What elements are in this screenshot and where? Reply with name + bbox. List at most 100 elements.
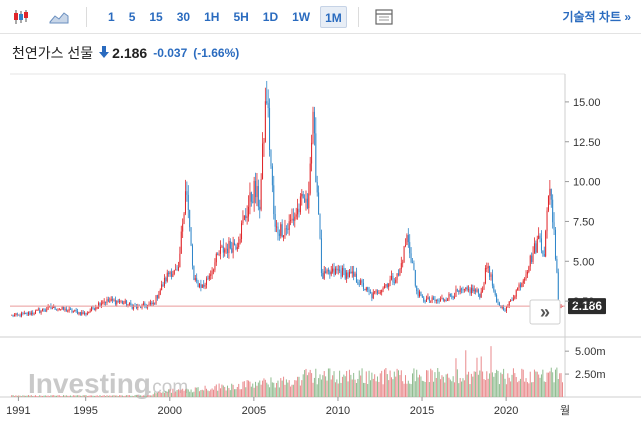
volume-bar (245, 387, 247, 397)
volume-bar (306, 375, 308, 397)
candle-body (39, 309, 41, 313)
candle-body (529, 255, 531, 267)
volume-bar (162, 391, 164, 397)
x-tick-label: 2015 (410, 405, 434, 417)
volume-bar (269, 387, 271, 397)
timeframe-15[interactable]: 15 (149, 9, 163, 24)
candle-body (494, 290, 496, 295)
candle-body (539, 235, 541, 239)
volume-bar (220, 388, 222, 397)
candle-body (252, 201, 254, 203)
timeframe-5h[interactable]: 5H (233, 9, 249, 24)
candle-body (549, 188, 551, 196)
volume-bar (473, 371, 475, 397)
x-tick-label: 1995 (73, 405, 97, 417)
candle-body (217, 253, 219, 255)
volume-bar (100, 395, 102, 397)
volume-bar (257, 382, 259, 397)
candle-body (355, 273, 357, 283)
volume-bar (529, 371, 531, 397)
volume-bar (389, 370, 391, 397)
candle-body (477, 289, 479, 294)
volume-bar (440, 379, 442, 397)
candle-body (414, 270, 416, 286)
candle-body (486, 267, 488, 269)
volume-bar (472, 376, 474, 397)
volume-bar (172, 388, 174, 397)
volume-bar (320, 379, 322, 397)
investing-watermark-suffix: .com (147, 377, 188, 398)
volume-bar (553, 382, 555, 397)
volume-bar (184, 389, 186, 397)
volume-bar (204, 385, 206, 397)
volume-bar (413, 368, 415, 397)
candle-body (276, 226, 278, 228)
timeframe-1[interactable]: 1 (108, 9, 115, 24)
volume-bar (475, 371, 477, 397)
candle-body (434, 299, 436, 301)
y-tick-label: 10.00 (573, 177, 601, 189)
technical-chart-link[interactable]: 기술적 차트 » (562, 10, 631, 24)
layout-icon[interactable] (371, 4, 397, 30)
volume-bar (479, 370, 481, 397)
candle-body (214, 262, 216, 271)
candle-body (92, 307, 94, 309)
volume-bar (214, 386, 216, 397)
candle-body (354, 273, 356, 277)
volume-bar (292, 384, 294, 397)
candle-body (110, 298, 112, 301)
candle-body (315, 133, 317, 183)
candle-body (459, 288, 461, 292)
volume-bar (37, 396, 39, 397)
volume-bar (203, 390, 205, 397)
timeframe-1d[interactable]: 1D (262, 9, 279, 24)
timeframe-1h[interactable]: 1H (204, 9, 220, 24)
volume-bar (339, 370, 341, 397)
volume-bar (490, 346, 492, 397)
volume-bar (82, 395, 84, 397)
volume-bar (535, 371, 537, 397)
area-chart-icon[interactable] (46, 4, 72, 30)
candle-body (301, 193, 303, 197)
volume-bar (263, 378, 265, 397)
volume-bar (193, 391, 195, 397)
volume-bar (517, 382, 519, 397)
volume-bar (536, 371, 538, 397)
volume-bar (354, 379, 356, 397)
candle-body (489, 266, 491, 277)
volume-bar (98, 396, 100, 397)
candle-body (390, 275, 392, 280)
volume-bar (455, 358, 457, 397)
volume-bar (128, 395, 130, 397)
candle-body (187, 194, 189, 211)
volume-bar (262, 380, 264, 397)
candle-body (231, 248, 233, 253)
candle-body (183, 213, 185, 224)
volume-bar (364, 383, 366, 397)
scroll-right-button[interactable]: » (529, 299, 561, 325)
volume-bar (107, 395, 109, 397)
candlestick-chart-icon[interactable] (8, 4, 34, 30)
candle-body (203, 284, 205, 287)
candle-body (319, 214, 321, 239)
timeframe-1m[interactable]: 1M (320, 5, 347, 28)
candle-body (463, 288, 465, 291)
volume-bar (267, 384, 269, 397)
candle-body (306, 198, 308, 209)
candle-body (12, 314, 14, 317)
timeframe-1w[interactable]: 1W (292, 9, 311, 24)
volume-bar (264, 379, 266, 397)
candle-body (518, 284, 520, 288)
volume-bar (166, 392, 168, 397)
candle-body (493, 285, 495, 291)
candle-body (389, 279, 391, 284)
timeframe-30[interactable]: 30 (176, 9, 191, 24)
volume-bar (414, 381, 416, 397)
candle-body (454, 296, 456, 299)
candle-body (218, 253, 220, 255)
volume-bar (532, 382, 534, 397)
volume-bar (552, 372, 554, 397)
volume-bar (36, 396, 38, 397)
timeframe-5[interactable]: 5 (128, 9, 136, 24)
